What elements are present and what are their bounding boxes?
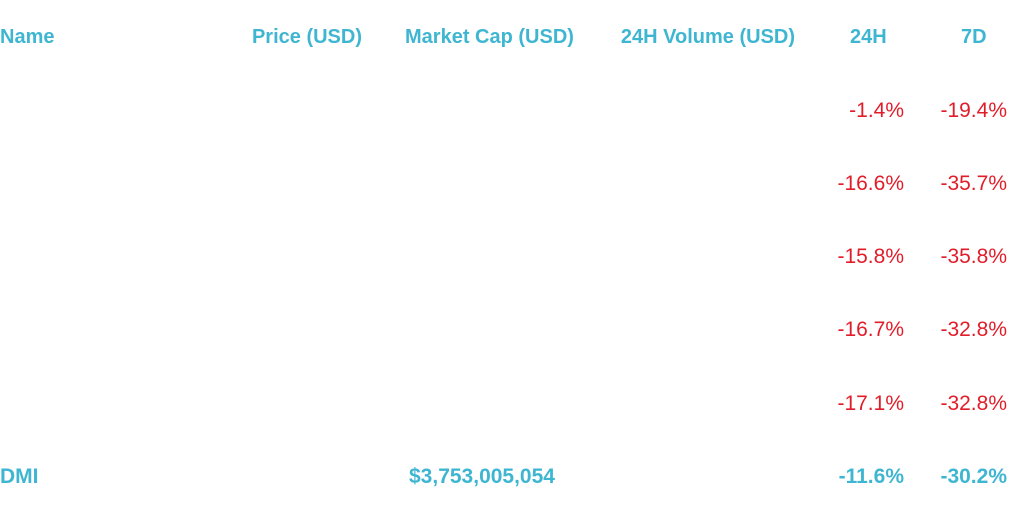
row-1-change-7d: -19.4% xyxy=(940,99,1007,122)
row-5-change-24h: -17.1% xyxy=(837,392,904,415)
summary-change-24h: -11.6% xyxy=(838,465,904,488)
column-header-7d[interactable]: 7D xyxy=(961,26,987,48)
row-3-change-7d: -35.8% xyxy=(940,245,1007,268)
column-header-volume[interactable]: 24H Volume (USD) xyxy=(620,26,795,48)
summary-change-7d: -30.2% xyxy=(940,465,1007,488)
column-header-market-cap[interactable]: Market Cap (USD) xyxy=(405,26,574,48)
row-2-change-24h: -16.6% xyxy=(837,172,904,195)
row-2-change-7d: -35.7% xyxy=(940,172,1007,195)
row-3-change-24h: -15.8% xyxy=(837,245,904,268)
row-1-change-24h: -1.4% xyxy=(849,99,904,122)
summary-name: DMI xyxy=(0,465,39,488)
row-4-change-24h: -16.7% xyxy=(837,318,904,341)
summary-market-cap: $3,753,005,054 xyxy=(409,465,555,488)
row-5-change-7d: -32.8% xyxy=(940,392,1007,415)
column-header-name[interactable]: Name xyxy=(0,26,55,48)
column-header-24h[interactable]: 24H xyxy=(850,26,887,48)
column-header-price[interactable]: Price (USD) xyxy=(251,26,362,48)
row-4-change-7d: -32.8% xyxy=(940,318,1007,341)
